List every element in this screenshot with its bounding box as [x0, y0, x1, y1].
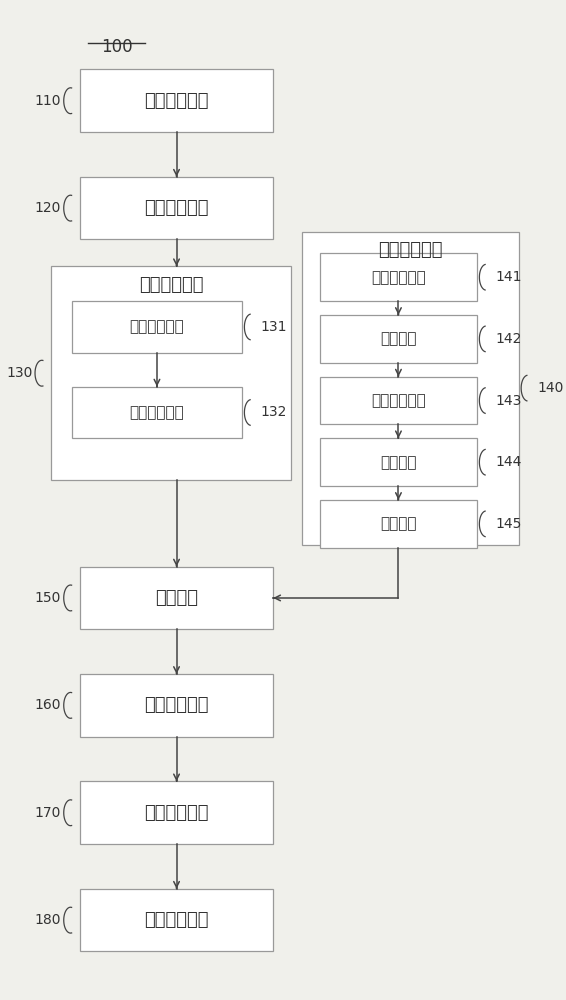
Text: 170: 170	[35, 806, 61, 820]
FancyBboxPatch shape	[80, 567, 273, 629]
Text: 第一连接模块: 第一连接模块	[144, 92, 209, 110]
Text: 100: 100	[101, 38, 132, 56]
Text: 处理模块: 处理模块	[155, 589, 198, 607]
Text: 设置单元: 设置单元	[380, 455, 417, 470]
FancyBboxPatch shape	[72, 387, 242, 438]
Text: 140: 140	[537, 381, 564, 395]
Text: 141: 141	[496, 270, 522, 284]
Text: 操作单元: 操作单元	[380, 331, 417, 346]
Text: 第二获取单元: 第二获取单元	[371, 393, 426, 408]
FancyBboxPatch shape	[320, 438, 477, 486]
Text: 110: 110	[35, 94, 61, 108]
FancyBboxPatch shape	[51, 266, 291, 480]
FancyBboxPatch shape	[320, 500, 477, 548]
Text: 120: 120	[35, 201, 61, 215]
FancyBboxPatch shape	[302, 232, 518, 545]
Text: 自动校准模块: 自动校准模块	[139, 276, 204, 294]
Text: 手动校准模块: 手动校准模块	[378, 241, 443, 259]
Text: 第二连接单元: 第二连接单元	[371, 270, 426, 285]
Text: 150: 150	[35, 591, 61, 605]
Text: 第一获取单元: 第一获取单元	[130, 319, 185, 334]
FancyBboxPatch shape	[80, 177, 273, 239]
FancyBboxPatch shape	[320, 315, 477, 363]
FancyBboxPatch shape	[72, 301, 242, 353]
Text: 131: 131	[260, 320, 287, 334]
Text: 第一判断模块: 第一判断模块	[144, 199, 209, 217]
Text: 第二校准模块: 第二校准模块	[144, 804, 209, 822]
Text: 130: 130	[6, 366, 32, 380]
Text: 132: 132	[260, 405, 287, 419]
FancyBboxPatch shape	[80, 69, 273, 132]
Text: 144: 144	[496, 455, 522, 469]
FancyBboxPatch shape	[80, 781, 273, 844]
Text: 第一校准单元: 第一校准单元	[130, 405, 185, 420]
Text: 发送单元: 发送单元	[380, 516, 417, 531]
Text: 142: 142	[496, 332, 522, 346]
Text: 160: 160	[35, 698, 61, 712]
FancyBboxPatch shape	[320, 253, 477, 301]
Text: 143: 143	[496, 394, 522, 408]
Text: 145: 145	[496, 517, 522, 531]
FancyBboxPatch shape	[80, 889, 273, 951]
FancyBboxPatch shape	[320, 377, 477, 424]
Text: 第三判断模块: 第三判断模块	[144, 911, 209, 929]
FancyBboxPatch shape	[80, 674, 273, 737]
Text: 第二判断模块: 第二判断模块	[144, 696, 209, 714]
Text: 180: 180	[35, 913, 61, 927]
